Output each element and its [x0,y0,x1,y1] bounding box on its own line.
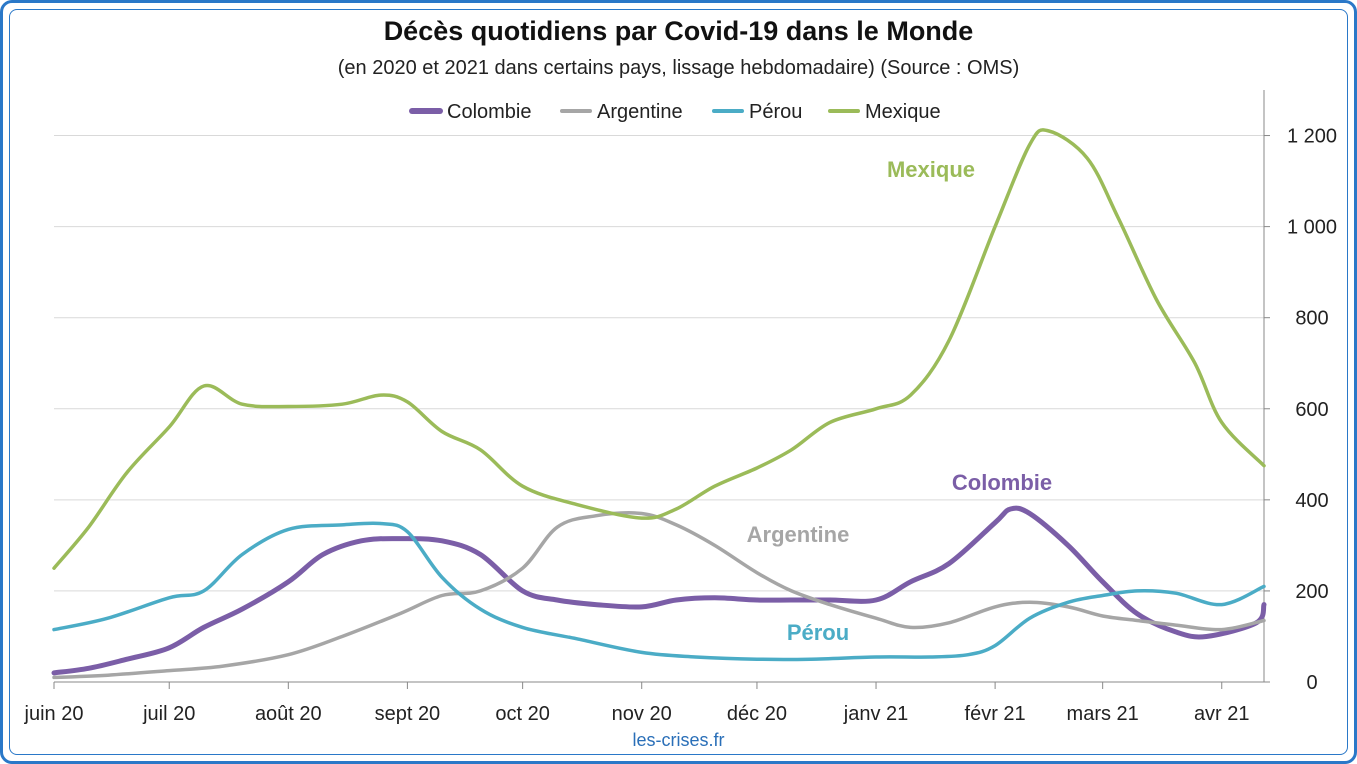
x-tick-label: juin 20 [24,703,84,725]
series-line-mexique [52,128,1266,570]
x-tick-label: juil 20 [142,703,195,725]
x-tick-label: déc 20 [727,703,787,725]
legend-entry: Argentine [597,101,683,123]
series-label-mexique: Mexique [887,157,975,182]
y-tick-label: 200 [1295,581,1328,603]
y-tick-label: 1 000 [1287,217,1337,239]
legend-entry: Colombie [447,101,531,123]
series-label-argentine: Argentine [747,522,850,547]
axes: 0 200 400 600 800 1 000 1 200 juin 20 juil 20 aoû… [24,90,1337,725]
y-tick-label: 1 200 [1287,126,1337,148]
x-tick-label: oct 20 [495,703,549,725]
x-tick-label: nov 20 [612,703,672,725]
y-tick-label: 800 [1295,308,1328,330]
chart-title: Décès quotidiens par Covid-19 dans le Mo… [383,16,974,46]
x-tick-label: avr 21 [1194,703,1250,725]
legend-entry: Pérou [749,101,802,123]
series-line-colombie [51,505,1267,676]
y-tick-label: 400 [1295,490,1328,512]
x-tick-label: août 20 [255,703,322,725]
series-label-pérou: Pérou [787,620,849,645]
chart-subtitle: (en 2020 et 2021 dans certains pays, lis… [337,57,1020,79]
series-labels: Colombie Argentine Pérou Mexique [747,157,1052,645]
source-credit: les-crises.fr [632,730,725,750]
series-label-colombie: Colombie [952,470,1052,495]
x-tick-label: mars 21 [1067,703,1139,725]
legend-entry: Mexique [865,101,941,123]
x-tick-label: févr 21 [965,703,1026,725]
legend: Colombie Argentine Pérou Mexique [409,101,941,123]
x-tick-label: sept 20 [375,703,441,725]
chart-frame-inner-border [9,9,1348,755]
y-tick-label: 600 [1295,399,1328,421]
y-tick-label: 0 [1306,672,1317,694]
series-line-argentine [52,511,1266,680]
series-lines [51,128,1267,680]
x-tick-label: janv 21 [843,703,909,725]
gridlines [54,135,1264,592]
series-line-pérou [52,521,1266,662]
